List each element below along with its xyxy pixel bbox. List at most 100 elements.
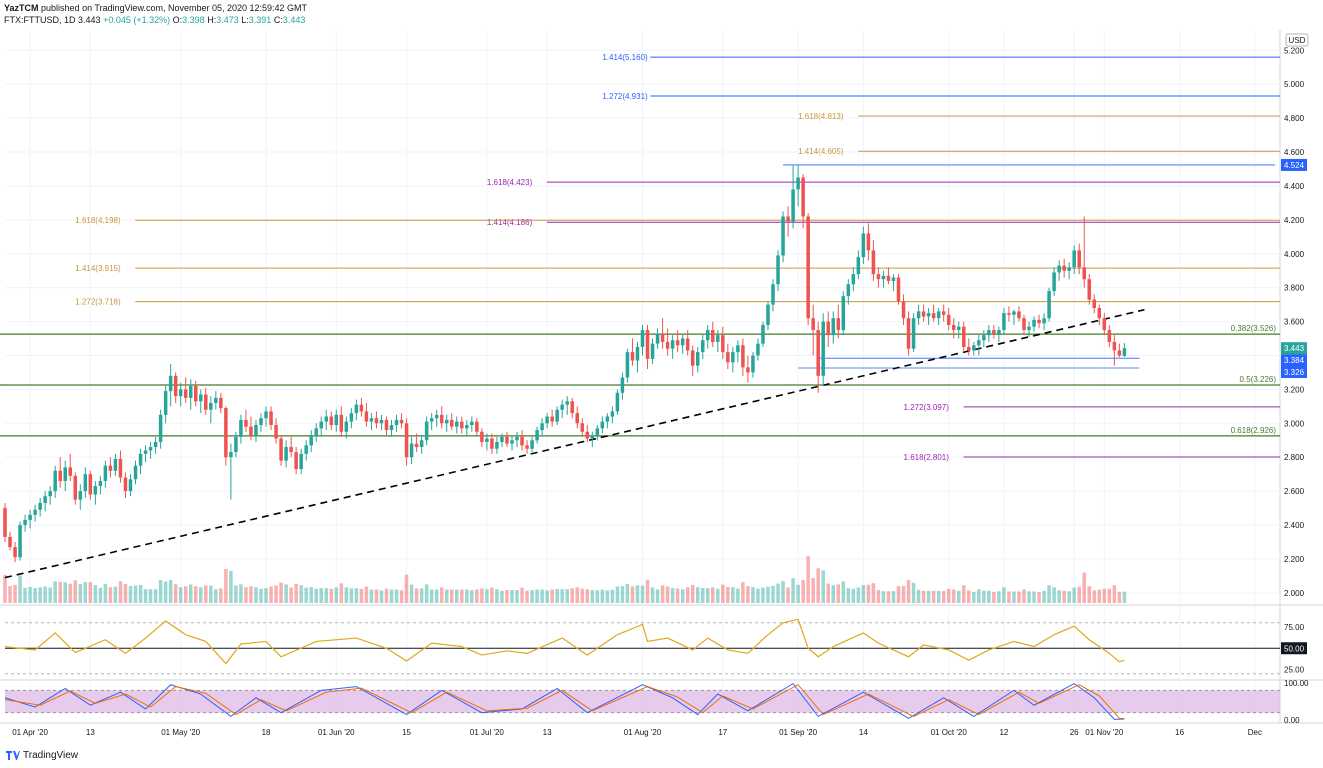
candle-body: [776, 255, 780, 285]
candle-body: [982, 335, 986, 341]
volume-bar: [836, 584, 841, 603]
fib-level-label: 0.618(2.926): [1231, 426, 1277, 435]
candle-body: [344, 421, 349, 432]
candle-body: [525, 445, 529, 449]
volume-bar: [806, 556, 810, 603]
volume-bar: [394, 589, 399, 603]
candle-body: [294, 452, 298, 470]
price-tick-label: 5.200: [1284, 46, 1305, 55]
volume-bar: [158, 580, 163, 603]
volume-bar: [434, 589, 439, 603]
candle-body: [429, 418, 434, 422]
time-tick-label: 13: [86, 728, 95, 737]
volume-bar: [967, 590, 971, 603]
candle-body: [1017, 311, 1021, 319]
tradingview-logo-icon: [6, 750, 20, 760]
volume-bar: [409, 584, 414, 603]
candle-body: [881, 275, 886, 280]
volume-bar: [143, 589, 148, 603]
open-value: 3.398: [182, 15, 205, 25]
candle-body: [259, 418, 263, 425]
candle-body: [505, 436, 509, 444]
volume-bar: [962, 585, 966, 603]
volume-bar: [1062, 590, 1066, 603]
volume-bar: [214, 589, 218, 603]
volume-bar: [128, 586, 133, 603]
candle-body: [299, 453, 303, 470]
volume-bar: [700, 588, 705, 603]
price-tag-label: 4.524: [1284, 161, 1305, 170]
candle-body: [931, 313, 936, 319]
volume-bar: [891, 591, 896, 603]
volume-bar: [851, 588, 856, 603]
tradingview-brand[interactable]: TradingView: [6, 750, 78, 761]
close-label: C:: [273, 15, 283, 25]
volume-bar: [284, 584, 288, 603]
candle-body: [1092, 299, 1097, 309]
price-tag-label: 3.326: [1284, 368, 1305, 377]
candle-body: [851, 274, 856, 285]
volume-bar: [43, 586, 47, 603]
volume-bar: [1012, 591, 1016, 603]
candle-body: [796, 177, 800, 190]
price-tick-label: 3.200: [1284, 385, 1305, 394]
volume-bar: [1112, 585, 1117, 603]
candle-body: [334, 414, 339, 425]
volume-bar: [941, 590, 946, 603]
volume-bar: [13, 584, 17, 603]
time-tick-label: 15: [402, 728, 411, 737]
volume-bar: [911, 582, 916, 603]
candle-body: [23, 519, 27, 526]
volume-bar: [866, 584, 871, 603]
volume-bar: [1037, 592, 1041, 603]
price-tick-label: 2.600: [1284, 487, 1305, 496]
candle-body: [43, 496, 47, 503]
candle-body: [128, 479, 133, 492]
volume-bar: [786, 587, 790, 603]
price-tick-label: 4.800: [1284, 114, 1305, 123]
volume-bar: [1092, 590, 1097, 603]
currency-box: [1285, 33, 1309, 47]
ascending-trendline: [4, 308, 1145, 579]
candle-body: [1002, 313, 1006, 331]
candle-body: [244, 419, 248, 427]
volume-bar: [731, 587, 735, 603]
volume-bar: [470, 590, 474, 603]
candle-body: [224, 408, 228, 458]
volume-bar: [821, 570, 825, 603]
candle-body: [716, 335, 720, 342]
volume-bar: [1032, 591, 1036, 603]
candle-body: [209, 402, 213, 410]
price-tick-label: 3.800: [1284, 284, 1305, 293]
candle-body: [766, 304, 770, 325]
candle-body: [871, 250, 876, 275]
candle-body: [264, 411, 268, 419]
volume-bar: [485, 589, 489, 603]
fib-level-label: 1.414(3.915): [75, 264, 121, 273]
volume-bar: [259, 588, 263, 603]
volume-bar: [575, 587, 580, 603]
candle-body: [83, 474, 88, 492]
volume-bar: [600, 589, 605, 603]
volume-bar: [585, 589, 590, 603]
volume-bar: [103, 583, 108, 603]
candle-body: [1082, 267, 1086, 280]
volume-bar: [309, 587, 313, 603]
candle-body: [565, 401, 569, 405]
candle-body: [108, 465, 113, 471]
candle-body: [685, 338, 690, 351]
volume-bar: [274, 585, 278, 603]
candle-body: [510, 440, 514, 444]
candle-body: [620, 377, 625, 393]
publish-info: published on TradingView.com, November 0…: [41, 3, 308, 13]
price-tick-label: 3.000: [1284, 419, 1305, 428]
volume-bar: [826, 583, 830, 603]
volume-bar: [163, 581, 168, 603]
candle-body: [38, 502, 42, 510]
volume-bar: [901, 585, 906, 603]
volume-bar: [695, 587, 700, 603]
candle-body: [645, 330, 650, 359]
volume-bar: [801, 580, 805, 603]
candle-body: [535, 430, 539, 441]
